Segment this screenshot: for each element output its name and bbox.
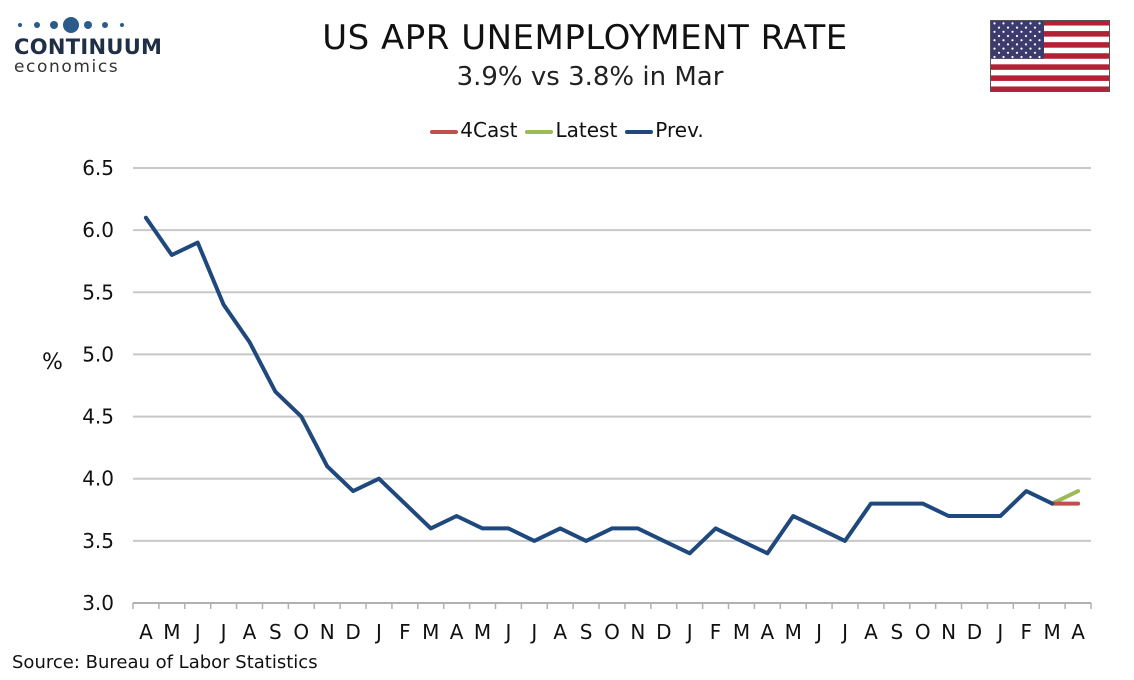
- y-tick-label: 3.0: [82, 591, 114, 615]
- legend-swatch: [625, 129, 654, 134]
- x-tick-label: J: [685, 620, 693, 644]
- x-tick-label: J: [503, 620, 511, 644]
- logo-dot: [84, 21, 92, 29]
- source-note: Source: Bureau of Labor Statistics: [12, 652, 318, 673]
- legend-item: 4Cast: [430, 118, 517, 142]
- logo-dot: [63, 17, 79, 33]
- x-tick-label: A: [139, 620, 153, 644]
- legend-label: Prev.: [655, 118, 704, 142]
- legend-swatch: [525, 129, 554, 134]
- x-tick-label: N: [630, 620, 645, 644]
- x-tick-label: A: [864, 620, 878, 644]
- x-tick-label: M: [785, 620, 802, 644]
- series-line-prev: [143, 215, 1055, 556]
- logo-dot: [120, 23, 124, 27]
- legend-item: Latest: [525, 118, 617, 142]
- x-tick-label: N: [941, 620, 956, 644]
- legend-swatch: [430, 129, 459, 134]
- x-tick-label: J: [219, 620, 227, 644]
- x-tick-label: M: [163, 620, 180, 644]
- series-line-latest: [1050, 489, 1081, 506]
- logo-dot: [102, 22, 108, 28]
- x-tick-label: J: [374, 620, 382, 644]
- chart-title: US APR UNEMPLOYMENT RATE: [322, 18, 848, 58]
- legend-item: Prev.: [625, 118, 704, 142]
- y-tick-label: 5.0: [82, 342, 114, 366]
- x-tick-label: J: [529, 620, 537, 644]
- x-tick-label: A: [553, 620, 567, 644]
- x-tick-label: N: [320, 620, 335, 644]
- x-tick-label: S: [269, 620, 282, 644]
- x-tick-label: M: [1044, 620, 1061, 644]
- x-tick-label: J: [193, 620, 201, 644]
- x-tick-label: D: [345, 620, 360, 644]
- logo-dot: [50, 21, 58, 29]
- x-tick-label: O: [293, 620, 309, 644]
- us-flag-icon: [990, 20, 1110, 92]
- x-tick-label: M: [422, 620, 439, 644]
- x-tick-label: S: [580, 620, 593, 644]
- logo-dots-icon: [18, 17, 124, 33]
- x-tick-label: F: [710, 620, 722, 644]
- x-tick-label: J: [814, 620, 822, 644]
- x-tick-label: S: [890, 620, 903, 644]
- x-tick-label: F: [1021, 620, 1033, 644]
- y-tick-label: 6.0: [82, 218, 114, 242]
- x-tick-label: O: [915, 620, 931, 644]
- logo-dot: [18, 23, 22, 27]
- brand-name: CONTINUUM: [14, 35, 163, 59]
- x-tick-label: A: [761, 620, 775, 644]
- x-tick-label: J: [840, 620, 848, 644]
- x-tick-label: F: [399, 620, 411, 644]
- y-tick-label: 5.5: [82, 280, 114, 304]
- legend-label: Latest: [555, 118, 618, 142]
- x-tick-label: O: [604, 620, 620, 644]
- x-tick-label: A: [1071, 620, 1085, 644]
- x-tick-label: J: [995, 620, 1003, 644]
- x-tick-label: D: [967, 620, 982, 644]
- chart-subtitle: 3.9% vs 3.8% in Mar: [456, 62, 724, 92]
- x-tick-label: A: [243, 620, 257, 644]
- x-tick-label: D: [656, 620, 671, 644]
- brand-logo: CONTINUUM economics: [14, 14, 163, 77]
- logo-dot: [34, 22, 40, 28]
- y-tick-label: 3.5: [82, 529, 114, 553]
- y-axis-label: %: [42, 350, 63, 375]
- y-tick-label: 4.5: [82, 405, 114, 429]
- x-tick-label: M: [474, 620, 491, 644]
- legend-label: 4Cast: [460, 118, 518, 142]
- y-tick-label: 4.0: [82, 467, 114, 491]
- chart-legend: 4Cast Latest Prev.: [0, 118, 1134, 142]
- brand-subname: economics: [14, 57, 120, 77]
- x-tick-label: A: [450, 620, 464, 644]
- x-tick-label: M: [733, 620, 750, 644]
- y-tick-label: 6.5: [82, 156, 114, 180]
